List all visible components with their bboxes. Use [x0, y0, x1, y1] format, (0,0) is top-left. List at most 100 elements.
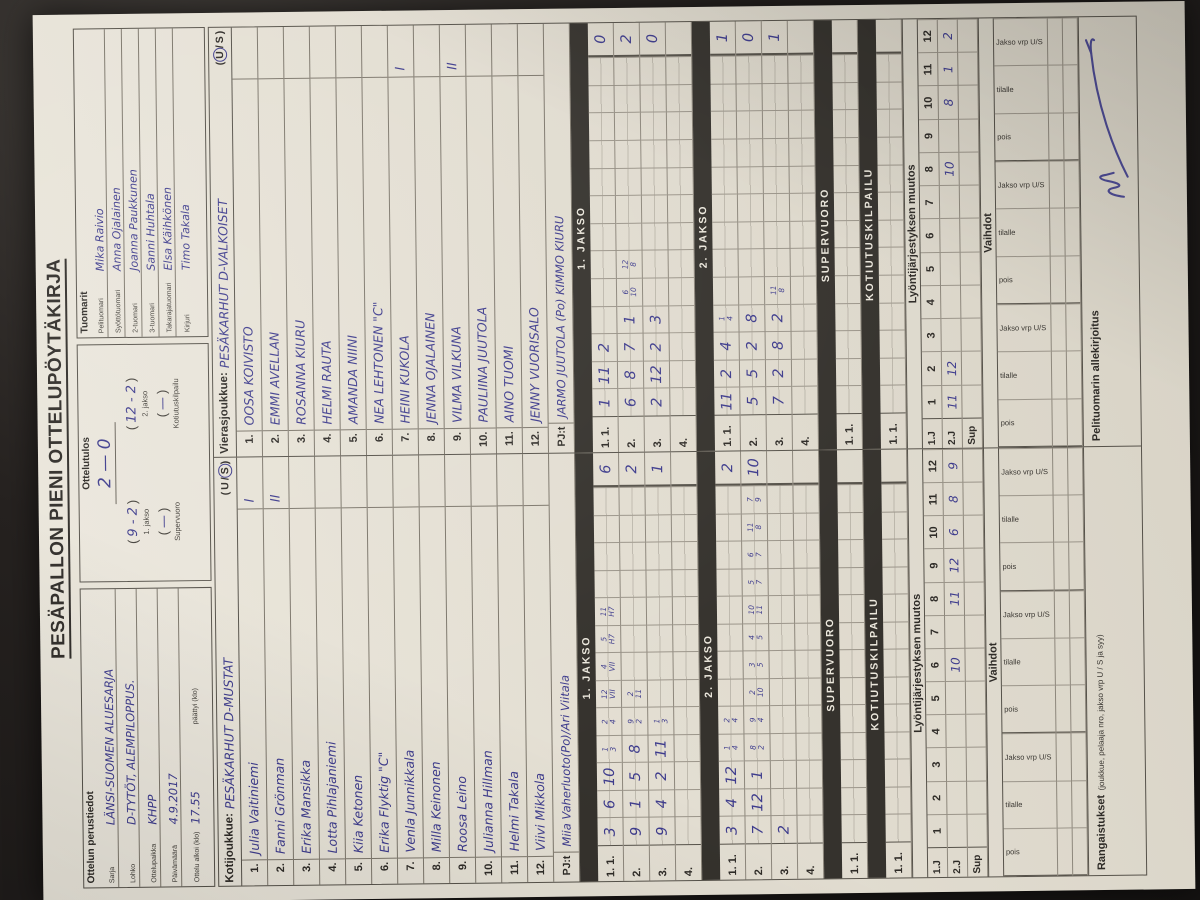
jakso2-label: 2. jakso [140, 390, 150, 417]
player-mark [497, 454, 523, 507]
player-name: VILMA VILKUNA [444, 77, 466, 428]
lyonti-change-cell: 8 [938, 85, 958, 119]
score-cell [884, 731, 910, 760]
jakso-row-label: 3. [649, 844, 676, 881]
score-cell: 7 [745, 815, 771, 844]
lyonti-col-number: 5 [925, 681, 946, 715]
score-cell [883, 648, 909, 677]
player-name-text: Julianna Hillman [479, 750, 496, 852]
score-cell [588, 84, 614, 113]
away-us-indicator: (U/S) [213, 30, 228, 66]
runs-total: 0 [740, 32, 757, 43]
info-field-label: Lohko [129, 863, 138, 883]
score-cell [841, 814, 867, 843]
score-cell: 11 H7 [594, 597, 621, 625]
score-cell [837, 484, 863, 512]
vaihdot-cell [1048, 64, 1063, 113]
paren: ( [155, 530, 171, 536]
score-cell [880, 384, 906, 413]
score-cell [671, 513, 698, 542]
score-cell [710, 55, 736, 84]
score-cell [791, 330, 817, 359]
score-cell [882, 538, 908, 567]
player-mark [445, 454, 471, 508]
player-number: 4. [319, 858, 346, 885]
score-cell: 11 8 [741, 512, 768, 541]
score-cell [883, 621, 909, 650]
info-field-value: Timo Takala [178, 204, 193, 271]
player-name-text: Venla Junnikkala [401, 749, 418, 853]
player-mark: II [439, 24, 466, 78]
score-cell [712, 248, 738, 277]
score-cell [717, 678, 744, 707]
score-cell [673, 651, 699, 680]
vaihdot-cell [1065, 254, 1081, 304]
score-cell [710, 83, 736, 112]
player-number: 6. [366, 428, 393, 456]
score-cell: 9 [649, 816, 675, 845]
lyonti-col-number: 7 [925, 614, 945, 649]
vaihdot-cell [1072, 779, 1087, 828]
score-cell: 4 [649, 789, 675, 818]
player-number: 11. [496, 427, 523, 454]
jakso-row-label: 4. [797, 842, 824, 879]
player-name: Lotta Pihlajaniemi [319, 508, 341, 858]
lyonti-change-cell: 2 [937, 18, 958, 53]
signature-box: Pelituomarin allekirjoitus [1077, 16, 1141, 447]
score-cell: 1 [592, 388, 618, 417]
lyonti-sup-cell [963, 514, 984, 549]
runs-total-cell: 10 [741, 451, 767, 486]
player-mark [309, 26, 336, 79]
score-cell: 5 [740, 386, 766, 415]
score-cell [591, 305, 617, 334]
vaihdot-cell [1066, 303, 1081, 351]
score-cell [588, 57, 614, 85]
vaihdot-col-label: tilalle [1005, 799, 1023, 810]
runs-total-cell [875, 19, 902, 54]
player-name: OOSA KOIVISTO [236, 79, 258, 430]
player-name: Julianna Hillman [475, 506, 497, 856]
score-cell: 11 [591, 360, 618, 389]
score-cell [673, 623, 699, 652]
pj-names-text: JARMO JUUTOLA (Po) KIMMO KIURU [551, 215, 569, 418]
score-cell [615, 167, 641, 196]
vaihdot-col-label: pois [1002, 561, 1017, 572]
lyonti-col-number: 2 [927, 780, 947, 815]
score-cell [788, 82, 814, 111]
info-field-label: 2-tuomari [132, 303, 140, 333]
player-mark [471, 454, 497, 507]
score-cell [589, 139, 615, 168]
paren: ) [123, 377, 139, 383]
score-cell [620, 541, 646, 570]
score-cell [646, 541, 672, 570]
score-cell [796, 732, 822, 761]
runs-total-cell: 1 [645, 452, 671, 487]
runs-total: 1 [766, 32, 783, 42]
form-title: PESÄPALLON PIENI OTTELUPÖYTÄKIRJA [43, 258, 72, 660]
batter-number: 3 [647, 314, 664, 325]
batter-number: 11 [596, 365, 613, 385]
player-name-text: AINO TUOMI [500, 345, 517, 423]
score-cell [647, 651, 673, 680]
vaihdot-col-label: tilalle [1000, 370, 1018, 381]
paren: ( [154, 412, 170, 418]
lyonti-change-cell [939, 185, 960, 219]
score-cell [797, 814, 823, 843]
score-cell [641, 166, 667, 195]
pj-names-text: Miia Vaherluoto(Po)/Ari Viitala [557, 674, 574, 847]
player-name-text: EMMI AVELLAN [266, 331, 283, 426]
vaihdot-col-label: pois [1005, 847, 1020, 857]
player-mark [419, 455, 445, 508]
batter-number: 5 [627, 771, 644, 782]
score-pair: 4 VII [600, 662, 617, 672]
score-cell [619, 486, 645, 515]
vaihdot-cell [1067, 447, 1083, 495]
lyonti-col-number: 3 [921, 318, 941, 352]
runs-total: 0 [644, 33, 661, 44]
runs-total: 1 [649, 463, 666, 474]
player-name-text: JENNA OJALAINEN [421, 312, 439, 424]
runs-total-cell: 0 [735, 21, 762, 56]
